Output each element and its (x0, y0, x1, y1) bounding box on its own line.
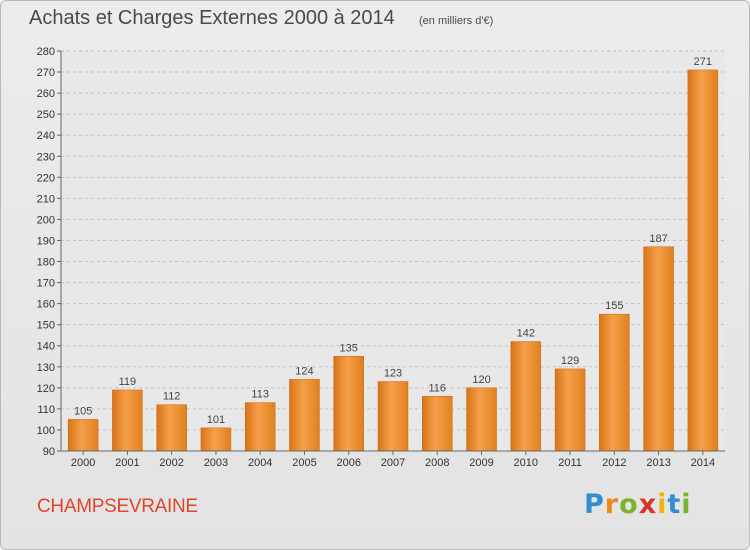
x-tick-label-2006: 2006 (336, 457, 360, 469)
data-label-2008: 116 (428, 382, 446, 394)
bar-2006 (333, 356, 364, 452)
logo-letter: t (667, 489, 682, 520)
bar-2011 (554, 368, 586, 452)
y-tick-label: 240 (37, 130, 55, 142)
x-tick-label-2000: 2000 (71, 457, 95, 469)
logo-letter: i (657, 489, 668, 520)
y-tick-label: 140 (37, 341, 55, 353)
y-tick-label: 200 (37, 214, 55, 226)
data-label-2000: 105 (74, 405, 92, 417)
x-tick-label-2008: 2008 (425, 457, 449, 469)
x-tick-label-2012: 2012 (602, 457, 626, 469)
y-tick-label: 150 (37, 320, 55, 332)
data-label-2004: 113 (251, 389, 269, 401)
y-tick-label: 250 (37, 109, 55, 121)
x-tick-label-2011: 2011 (558, 457, 582, 469)
y-tick-label: 100 (37, 425, 55, 437)
y-tick-label: 270 (37, 67, 55, 79)
bar-2004 (244, 402, 276, 452)
logo-letter: o (619, 489, 639, 520)
x-tick-label-2013: 2013 (646, 457, 670, 469)
chart-title: Achats et Charges Externes 2000 à 2014 (29, 7, 395, 29)
y-tick-label: 210 (37, 193, 55, 205)
y-tick-label: 90 (43, 446, 55, 458)
bar-2014 (687, 69, 719, 452)
data-label-2003: 101 (207, 414, 225, 426)
bar-2003 (200, 427, 232, 452)
bars-group: 105 119 112 101 113 124 135 123 116 120 142 129 155 1… (67, 56, 719, 452)
bar-2012 (599, 313, 630, 452)
logo-letter: x (638, 489, 658, 520)
y-tick-label: 220 (37, 172, 55, 184)
y-tick-label: 190 (37, 235, 55, 247)
x-tick-label-2001: 2001 (115, 457, 139, 469)
y-tick-label: 120 (37, 383, 55, 395)
commune-name: CHAMPSEVRAINE (37, 496, 198, 517)
x-tick-label-2005: 2005 (292, 457, 316, 469)
y-tick-label: 230 (37, 151, 55, 163)
data-label-2013: 187 (649, 233, 667, 245)
axes-group: 90 100 110 120 130 140 150 160 170 180 190 200 210 22… (37, 46, 725, 469)
x-tick-label-2010: 2010 (514, 457, 538, 469)
logo-letter: P (584, 489, 605, 520)
y-tick-label: 280 (37, 46, 55, 58)
bar-2010 (510, 341, 542, 452)
x-tick-label-2002: 2002 (159, 457, 183, 469)
y-tick-label: 110 (37, 404, 55, 416)
data-label-2002: 112 (163, 391, 181, 403)
proxiti-logo: Proxiti (584, 489, 692, 520)
x-tick-label-2014: 2014 (691, 457, 715, 469)
data-label-2012: 155 (605, 300, 623, 312)
data-label-2014: 271 (694, 56, 712, 68)
bar-2013 (643, 246, 674, 452)
data-label-2007: 123 (384, 368, 402, 380)
x-tick-label-2003: 2003 (204, 457, 228, 469)
data-label-2011: 129 (561, 355, 579, 367)
bar-2001 (112, 389, 143, 452)
y-tick-label: 260 (37, 88, 55, 100)
bar-2009 (466, 387, 497, 452)
x-tick-label-2007: 2007 (381, 457, 405, 469)
data-label-2006: 135 (340, 342, 358, 354)
data-label-2010: 142 (517, 328, 535, 340)
logo-letter: i (681, 489, 692, 520)
chart-unit: (en milliers d'€) (419, 15, 494, 27)
y-tick-label: 170 (37, 278, 55, 290)
data-label-2001: 119 (119, 376, 137, 388)
bar-2005 (289, 379, 320, 452)
bar-2000 (67, 419, 99, 452)
data-label-2009: 120 (472, 374, 490, 386)
y-tick-label: 160 (37, 299, 55, 311)
data-label-2005: 124 (295, 365, 313, 377)
y-tick-label: 180 (37, 257, 55, 269)
x-tick-label-2009: 2009 (469, 457, 493, 469)
y-tick-label: 130 (37, 362, 55, 374)
bar-2008 (422, 396, 453, 452)
bar-2007 (377, 381, 409, 452)
bar-2002 (156, 404, 187, 452)
logo-letter: r (604, 489, 620, 520)
x-tick-label-2004: 2004 (248, 457, 272, 469)
